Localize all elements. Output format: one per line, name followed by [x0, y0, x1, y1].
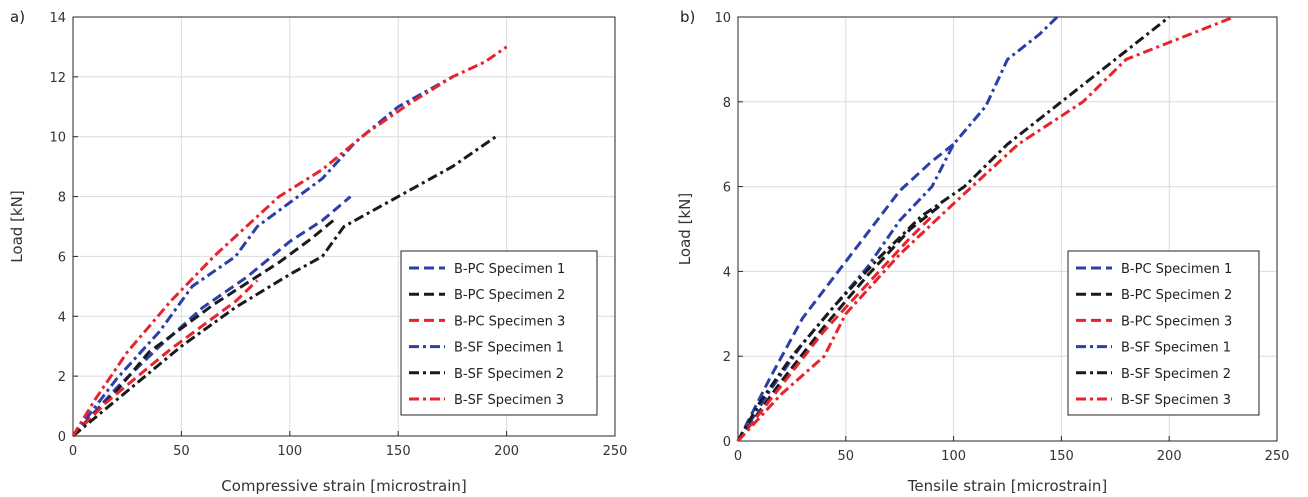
y-tick-label: 2	[723, 350, 731, 365]
legend-entry: B-PC Specimen 1	[1121, 262, 1232, 277]
y-tick-label: 8	[58, 191, 66, 206]
y-tick-label: 6	[58, 250, 66, 265]
x-axis-label: Compressive strain [microstrain]	[221, 477, 467, 495]
x-tick-label: 50	[173, 444, 190, 459]
legend-entry: B-SF Specimen 2	[1121, 367, 1231, 382]
chart-panel-a: 0 50 100 150 200 250 0 2 4 6 8 10 12 14 Compressive st…	[8, 8, 627, 495]
plot-frame	[72, 16, 616, 437]
x-tick-label: 150	[1049, 449, 1074, 464]
legend-box	[400, 250, 598, 416]
x-tick-label: 250	[603, 444, 628, 459]
legend-entry: B-PC Specimen 1	[454, 262, 565, 277]
legend-entry: B-PC Specimen 2	[454, 288, 565, 303]
legend-entry: B-SF Specimen 1	[454, 341, 564, 356]
legend-entry: B-SF Specimen 3	[454, 393, 564, 408]
series-line	[71, 195, 352, 438]
x-tick-label: 100	[277, 444, 302, 459]
x-tick-label: 200	[494, 444, 519, 459]
series-line	[736, 215, 934, 442]
x-tick-label: 50	[838, 449, 855, 464]
series-line	[736, 143, 955, 442]
plot-frame	[737, 16, 1278, 442]
x-tick-label: 250	[1265, 449, 1290, 464]
panel-label: a)	[10, 8, 25, 26]
legend-entry: B-SF Specimen 3	[1121, 393, 1231, 408]
series-line	[71, 279, 259, 438]
legend-entry: B-PC Specimen 3	[1121, 314, 1232, 329]
y-tick-label: 14	[49, 11, 66, 26]
x-tick-label: 150	[386, 444, 411, 459]
y-tick-label: 12	[49, 71, 66, 86]
legend: B-PC Specimen 1 B-PC Specimen 2 B-PC Speci…	[400, 250, 598, 416]
x-tick-label: 100	[941, 449, 966, 464]
y-tick-label: 2	[58, 370, 66, 385]
y-tick-label: 4	[723, 265, 731, 280]
x-tick-label: 0	[734, 449, 742, 464]
chart-panel-b: 0 50 100 150 200 250 0 2 4 6 8 10 Tensile strain [mi…	[676, 8, 1289, 495]
x-tick-label: 200	[1157, 449, 1182, 464]
legend-entry: B-SF Specimen 1	[1121, 341, 1231, 356]
legend-entry: B-SF Specimen 2	[454, 367, 564, 382]
series-line	[736, 202, 944, 442]
series-line	[71, 45, 508, 437]
x-axis-label: Tensile strain [microstrain]	[907, 477, 1107, 495]
y-axis-label: Load [kN]	[8, 190, 26, 262]
y-tick-label: 8	[723, 96, 731, 111]
legend-box	[1067, 250, 1260, 416]
series-line	[71, 219, 335, 438]
series-line	[736, 15, 1235, 443]
y-tick-label: 10	[49, 131, 66, 146]
legend-entry: B-PC Specimen 2	[1121, 288, 1232, 303]
y-tick-label: 0	[58, 430, 66, 445]
y-tick-label: 0	[723, 435, 731, 450]
y-tick-label: 6	[723, 181, 731, 196]
series-line	[72, 135, 497, 438]
panel-label: b)	[680, 8, 695, 26]
legend-entry: B-PC Specimen 3	[454, 314, 565, 329]
y-tick-label: 4	[58, 310, 66, 325]
y-tick-label: 10	[714, 11, 731, 26]
legend: B-PC Specimen 1 B-PC Specimen 2 B-PC Speci…	[1067, 250, 1260, 416]
y-axis-label: Load [kN]	[676, 193, 694, 265]
x-tick-label: 0	[69, 444, 77, 459]
